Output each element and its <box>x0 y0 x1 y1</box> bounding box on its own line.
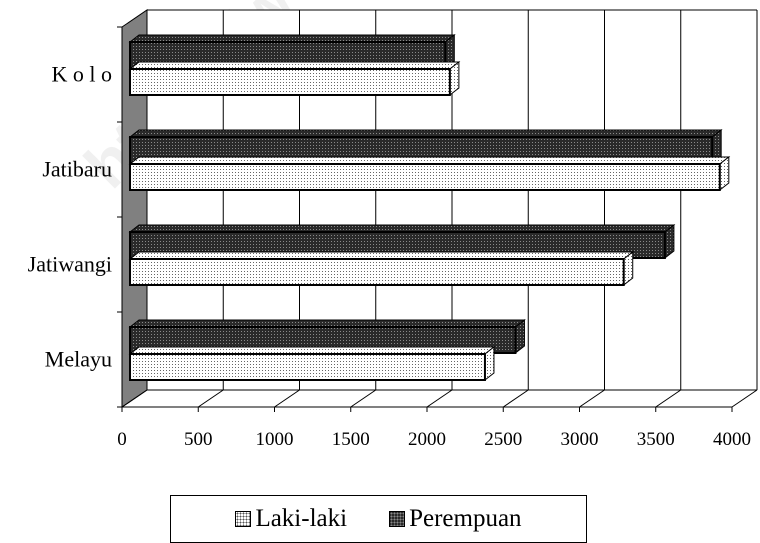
legend-swatch-dark <box>389 511 406 527</box>
floor-line <box>579 389 605 408</box>
x-tick-label: 1500 <box>332 429 370 450</box>
category-label: K o l o <box>52 62 113 87</box>
bar-laki-laki <box>129 353 486 381</box>
legend-item-perempuan: Perempuan <box>389 505 522 533</box>
bar-chart: K o l o Jatibaru Jatiwangi Melayu 0 500 1000 15… <box>28 9 758 450</box>
bar-perempuan-top <box>128 129 723 138</box>
floor-line <box>502 389 529 408</box>
bar-laki-laki-top <box>128 156 731 165</box>
x-tick-label: 2000 <box>408 429 446 450</box>
bar-laki-laki-top <box>128 251 635 260</box>
bar-laki-laki <box>129 258 625 286</box>
floor-line <box>121 389 148 408</box>
x-tick-label: 0 <box>117 429 127 450</box>
x-tick-label: 500 <box>184 429 213 450</box>
bar-laki-laki-top <box>128 346 496 355</box>
floor-line <box>274 389 300 408</box>
x-tick-label: 4000 <box>713 429 751 450</box>
category-label: Jatibaru <box>42 157 112 182</box>
bar-laki-laki-top <box>128 61 461 70</box>
bar-laki-laki <box>129 68 451 96</box>
bar-perempuan-top <box>128 319 526 328</box>
floor-line <box>426 389 453 408</box>
x-tick-label: 1000 <box>256 429 294 450</box>
legend-swatch-light <box>235 511 252 527</box>
floor-line <box>350 389 377 408</box>
bar-laki-laki <box>129 163 721 191</box>
legend-item-laki-laki: Laki-laki <box>235 505 347 533</box>
category-label: Jatiwangi <box>28 252 112 277</box>
x-tick-label: 3500 <box>637 429 675 450</box>
legend-label-perempuan: Perempuan <box>409 505 522 532</box>
bar-perempuan-top <box>128 34 456 43</box>
floor-line <box>655 389 682 408</box>
x-tick-label: 2500 <box>484 429 522 450</box>
bar-perempuan-top <box>128 224 676 233</box>
legend: Laki-laki Perempuan <box>170 495 587 543</box>
floor-line <box>197 389 224 408</box>
x-tick-label: 3000 <box>561 429 599 450</box>
floor-line <box>731 389 758 408</box>
legend-label-laki-laki: Laki-laki <box>255 505 348 532</box>
category-label: Melayu <box>45 347 112 372</box>
